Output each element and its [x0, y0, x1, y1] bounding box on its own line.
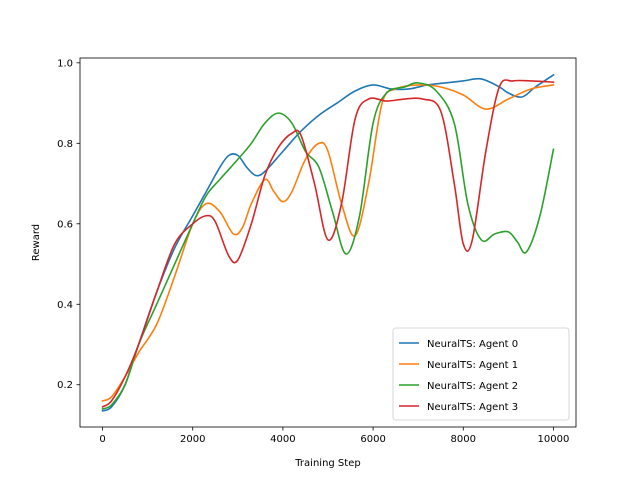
x-tick-label: 4000	[270, 434, 295, 445]
x-tick-label: 2000	[180, 434, 205, 445]
series-line-agent-3	[101, 79, 555, 408]
x-axis-label: Training Step	[294, 458, 360, 469]
legend-box	[392, 327, 570, 421]
series-line-agent-2	[101, 82, 555, 410]
y-tick-label: 1.0	[57, 58, 73, 69]
y-tick-label: 0.2	[57, 380, 73, 391]
legend: NeuralTS: Agent 0 NeuralTS: Agent 1 Neural…	[392, 327, 570, 421]
x-tick-label: 0	[99, 434, 105, 445]
x-tick-label: 10000	[538, 434, 570, 445]
y-axis-label: Reward	[31, 224, 42, 261]
series-line-agent-0	[101, 73, 555, 412]
series-line-agent-1	[101, 84, 555, 402]
plot-frame	[79, 57, 577, 428]
legend-label-agent-3: NeuralTS: Agent 3	[427, 402, 518, 413]
series-layer	[101, 73, 555, 412]
x-tick-label: 8000	[451, 434, 476, 445]
x-tick-label: 6000	[360, 434, 385, 445]
axes-layer: 0 2000 4000 6000 8000 10000 0.2 0.4 0.6 0.8 1.0	[57, 57, 577, 445]
legend-label-agent-1: NeuralTS: Agent 1	[427, 360, 518, 371]
y-tick-label: 0.4	[57, 300, 73, 311]
y-tick-label: 0.8	[57, 139, 73, 150]
y-tick-label: 0.6	[57, 219, 73, 230]
legend-label-agent-2: NeuralTS: Agent 2	[427, 381, 518, 392]
legend-label-agent-0: NeuralTS: Agent 0	[427, 339, 518, 350]
